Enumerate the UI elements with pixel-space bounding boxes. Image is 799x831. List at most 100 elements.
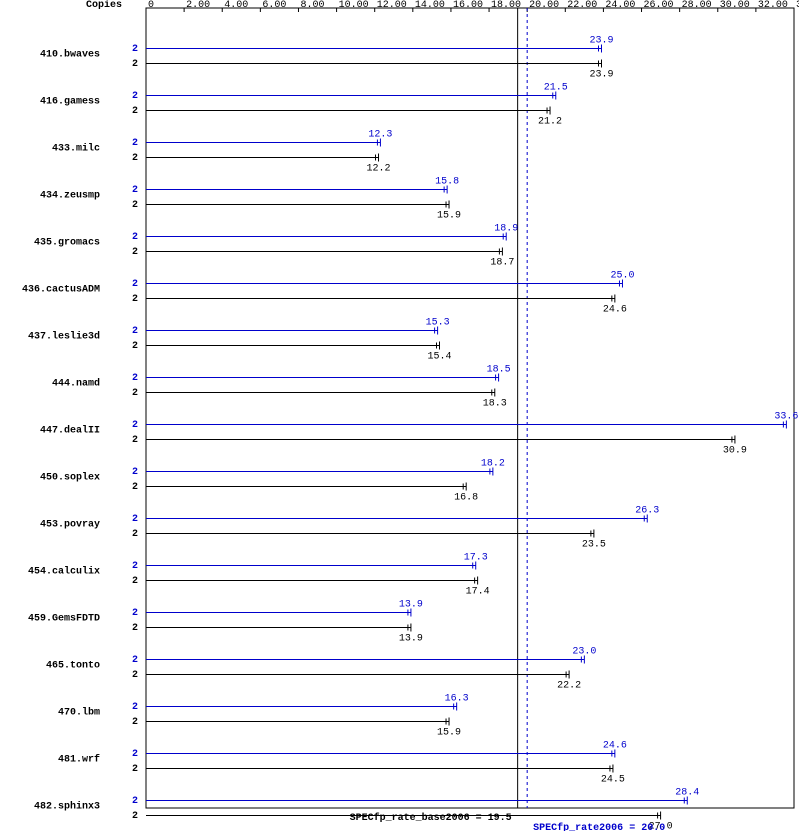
benchmark-label: 436.cactusADM: [22, 285, 100, 296]
benchmark-label: 410.bwaves: [40, 49, 100, 61]
copies-base: 2: [132, 106, 138, 117]
copies-peak: 2: [132, 44, 138, 55]
x-tick-label: 26.00: [644, 0, 674, 11]
value-peak: 21.5: [544, 83, 568, 94]
value-peak: 13.9: [399, 600, 423, 611]
value-peak: 12.3: [368, 130, 392, 141]
copies-peak: 2: [132, 138, 138, 149]
value-peak: 28.4: [675, 788, 699, 799]
value-peak: 16.3: [445, 694, 469, 705]
value-peak: 18.5: [487, 365, 511, 376]
x-tick-label: 24.00: [605, 0, 635, 11]
copies-peak: 2: [132, 373, 138, 384]
copies-peak: 2: [132, 561, 138, 572]
value-peak: 23.9: [589, 36, 613, 47]
value-base: 15.4: [427, 352, 451, 363]
copies-base: 2: [132, 59, 138, 70]
benchmark-label: 465.tonto: [46, 661, 100, 672]
benchmark-label: 437.leslie3d: [28, 331, 100, 343]
x-tick-label: 22.00: [567, 0, 597, 11]
value-base: 23.9: [589, 70, 613, 81]
copies-base: 2: [132, 294, 138, 305]
x-tick-label: 16.00: [453, 0, 483, 11]
x-tick-label: 28.00: [682, 0, 712, 11]
benchmark-label: 434.zeusmp: [40, 191, 100, 202]
copies-peak: 2: [132, 467, 138, 478]
value-base: 15.9: [437, 211, 461, 222]
copies-peak: 2: [132, 749, 138, 760]
benchmark-label: 481.wrf: [58, 754, 100, 766]
x-tick-label: 20.00: [529, 0, 559, 11]
copies-base: 2: [132, 717, 138, 728]
plot-border: [146, 8, 794, 808]
ref-label-peak: SPECfp_rate2006 = 20.0: [533, 822, 665, 831]
benchmark-label: 416.gamess: [40, 97, 100, 108]
copies-base: 2: [132, 388, 138, 399]
benchmark-label: 447.dealII: [40, 425, 100, 437]
x-tick-label: 10.00: [339, 0, 369, 11]
value-base: 15.9: [437, 728, 461, 739]
benchmark-label: 453.povray: [40, 520, 100, 531]
benchmark-label: 450.soplex: [40, 472, 100, 484]
x-tick-label: 18.00: [491, 0, 521, 11]
value-base: 18.3: [483, 399, 507, 410]
x-tick-label: 2.00: [186, 0, 210, 11]
value-peak: 15.8: [435, 177, 459, 188]
x-tick-label: 4.00: [224, 0, 248, 11]
x-tick-label: 30.00: [720, 0, 750, 11]
copies-base: 2: [132, 341, 138, 352]
benchmark-label: 435.gromacs: [34, 238, 100, 249]
x-tick-label: 0: [148, 0, 154, 11]
copies-base: 2: [132, 435, 138, 446]
benchmark-label: 454.calculix: [28, 566, 100, 578]
value-peak: 23.0: [572, 647, 596, 658]
copies-peak: 2: [132, 279, 138, 290]
copies-base: 2: [132, 764, 138, 775]
ref-label-base: SPECfp_rate_base2006 = 19.5: [350, 812, 512, 824]
copies-peak: 2: [132, 185, 138, 196]
copies-peak: 2: [132, 608, 138, 619]
value-base: 21.2: [538, 117, 562, 128]
value-peak: 15.3: [426, 318, 450, 329]
benchmark-label: 459.GemsFDTD: [28, 614, 100, 625]
copies-header: Copies: [86, 0, 122, 11]
copies-base: 2: [132, 811, 138, 822]
value-peak: 18.2: [481, 459, 505, 470]
x-tick-label: 14.00: [415, 0, 445, 11]
copies-peak: 2: [132, 655, 138, 666]
value-base: 12.2: [367, 164, 391, 175]
value-base: 24.6: [603, 305, 627, 316]
value-peak: 24.6: [603, 741, 627, 752]
x-tick-label: 6.00: [262, 0, 286, 11]
value-peak: 17.3: [464, 553, 488, 564]
value-peak: 25.0: [610, 271, 634, 282]
value-base: 24.5: [601, 775, 625, 786]
copies-base: 2: [132, 200, 138, 211]
value-peak: 33.6: [774, 412, 798, 423]
benchmark-label: 470.lbm: [58, 707, 100, 719]
benchmark-label: 433.milc: [52, 143, 100, 155]
value-peak: 18.9: [494, 224, 518, 235]
copies-peak: 2: [132, 91, 138, 102]
copies-peak: 2: [132, 514, 138, 525]
x-tick-label: 32.00: [758, 0, 788, 11]
value-peak: 26.3: [635, 506, 659, 517]
copies-base: 2: [132, 670, 138, 681]
value-base: 30.9: [723, 446, 747, 457]
copies-peak: 2: [132, 232, 138, 243]
copies-base: 2: [132, 482, 138, 493]
copies-base: 2: [132, 529, 138, 540]
benchmark-label: 482.sphinx3: [34, 801, 100, 813]
value-base: 13.9: [399, 634, 423, 645]
value-base: 18.7: [490, 258, 514, 269]
copies-peak: 2: [132, 796, 138, 807]
copies-base: 2: [132, 576, 138, 587]
copies-peak: 2: [132, 420, 138, 431]
value-base: 16.8: [454, 493, 478, 504]
copies-peak: 2: [132, 326, 138, 337]
x-tick-label: 8.00: [300, 0, 324, 11]
x-tick-label: 12.00: [377, 0, 407, 11]
value-base: 22.2: [557, 681, 581, 692]
spec-chart: 0 2.00 4.00 6.00 8.00 10.00 12.00 14.00 16.00 18.…: [0, 0, 799, 831]
copies-base: 2: [132, 247, 138, 258]
